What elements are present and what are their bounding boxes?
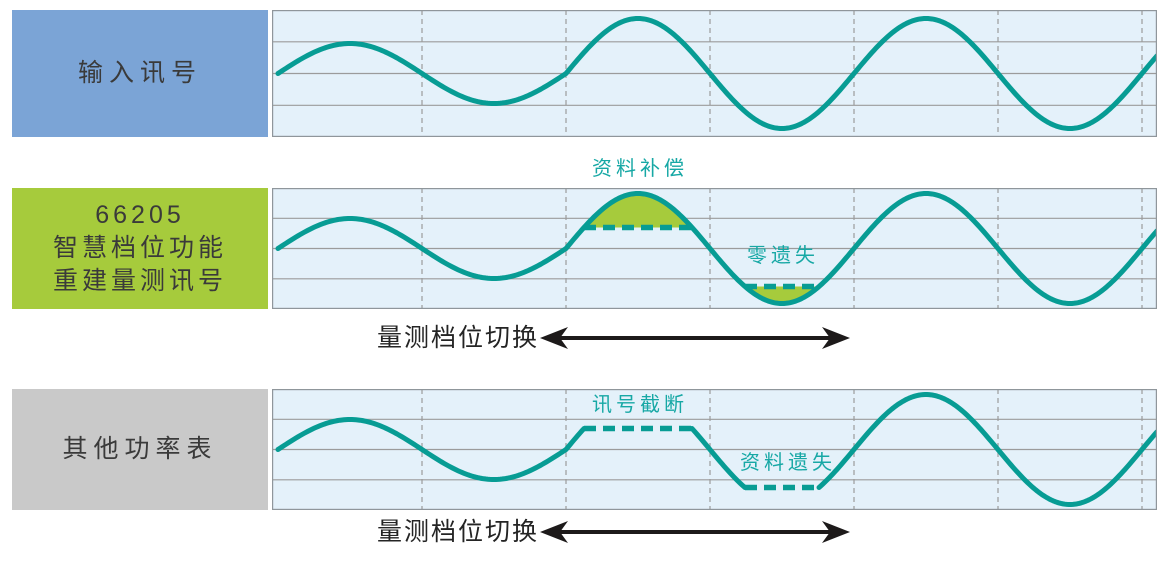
panel-border (272, 10, 1157, 137)
annotation-data-loss: 资料遗失 (740, 452, 836, 474)
arrow-head-right (822, 521, 850, 543)
box-label-line: 输入讯号 (77, 59, 202, 87)
waveform-panel-smart-range (272, 188, 1157, 309)
annotation-signal-truncation: 讯号截断 (592, 394, 688, 416)
signal-wave (816, 392, 1157, 507)
label-box-66205-smart-range: 66205 智慧档位功能 重建量测讯号 (12, 188, 268, 309)
label-box-input-signal: 输入讯号 (12, 10, 268, 137)
box-label-line: 66205 (95, 201, 185, 229)
signal-wave (275, 191, 1157, 306)
compensation-fill (745, 286, 819, 304)
signal-wave (689, 426, 748, 490)
annotation-data-compensation: 资料补偿 (592, 158, 688, 180)
signal-wave (275, 417, 587, 482)
arrow-head-right (822, 327, 850, 349)
label-box-other-power-meters: 其他功率表 (12, 389, 268, 510)
range-switch-label-bottom: 量测档位切换 (377, 518, 540, 546)
waveform-panel-other-meters (272, 389, 1157, 510)
compensation-fill (584, 193, 692, 228)
signal-wave (275, 16, 1157, 131)
waveform-panel-input-signal (272, 10, 1157, 137)
annotation-zero-loss: 零遗失 (747, 245, 819, 267)
box-label-line: 重建量测讯号 (52, 267, 227, 295)
panel-border (272, 188, 1157, 309)
arrow-head-left (540, 521, 568, 543)
range-switch-label-middle: 量测档位切换 (377, 324, 540, 352)
double-arrow-icon (540, 327, 850, 349)
box-label-line: 其他功率表 (62, 435, 218, 463)
arrow-head-left (540, 327, 568, 349)
box-label-line: 智慧档位功能 (52, 234, 227, 262)
panel-border (272, 389, 1157, 510)
double-arrow-icon (540, 521, 850, 543)
